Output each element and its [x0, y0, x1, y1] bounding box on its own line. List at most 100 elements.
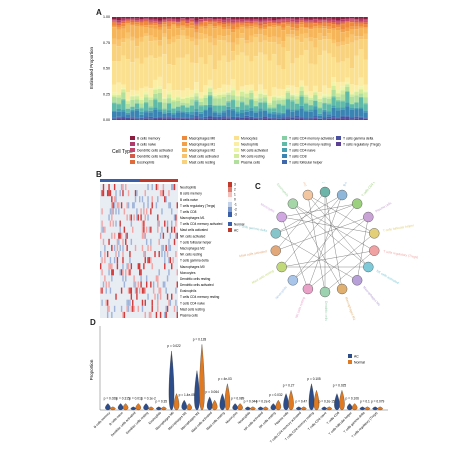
panel-b-row-label: Macrophages M0 [180, 265, 205, 269]
panel-a-bar-segment [267, 27, 272, 38]
panel-a-bar-segment [267, 117, 272, 119]
panel-b-heatmap-cell [151, 196, 153, 203]
panel-d-violin [250, 406, 256, 411]
panel-a-bar-segment [262, 89, 268, 94]
panel-a-bar-segment [249, 20, 254, 22]
panel-a-bar-segment [276, 118, 281, 120]
panel-a-bar-segment [198, 101, 204, 105]
panel-a-bar-segment [358, 27, 364, 37]
panel-a-bar-segment [281, 116, 286, 118]
panel-b-heatmap-cell [173, 226, 176, 233]
panel-b-heatmap-cell [140, 281, 142, 288]
panel-a-bar-segment [240, 119, 245, 120]
panel-b-heatmap-cell [136, 208, 138, 215]
panel-a-bar-segment [194, 111, 199, 116]
panel-b-heatmap-cell [105, 299, 107, 306]
panel-a-bar-segment [203, 116, 208, 119]
panel-b-heatmap-cell [125, 238, 127, 245]
panel-d-legend-swatch [348, 354, 352, 358]
panel-a-bar-segment [198, 113, 204, 118]
panel-a-bar-segment [230, 32, 236, 43]
panel-a-legend-swatch [130, 154, 135, 158]
panel-a-bar-segment [130, 117, 135, 119]
panel-a-bar-segment [258, 118, 263, 120]
panel-c-edge [281, 216, 375, 234]
panel-b-legend-color-step [228, 182, 232, 187]
panel-a-bar-segment [144, 117, 149, 119]
panel-a-legend-swatch [182, 160, 187, 164]
panel-b-heatmap-cell [145, 226, 148, 233]
panel-a-bar-segment [240, 52, 245, 87]
panel-b-heatmap-cell [136, 293, 138, 300]
panel-a-bar-segment [317, 118, 323, 120]
panel-a-bar-segment [157, 20, 163, 22]
panel-b-heatmap-cell [115, 196, 117, 203]
panel-a-bar-segment [317, 115, 323, 119]
panel-a-bar-segment [322, 19, 327, 21]
panel-a-bar-segment [116, 104, 121, 109]
panel-d-violin [288, 389, 294, 411]
panel-b-heatmap-cell [172, 257, 174, 264]
panel-b-legend-tick: -1 [234, 203, 237, 207]
panel-a-bar-segment [317, 27, 323, 34]
panel-b-heatmap-cell [111, 196, 113, 203]
panel-a-bar-segment [240, 19, 245, 21]
panel-b-heatmap-cell [150, 257, 152, 264]
panel-a-bar-segment [272, 54, 277, 88]
panel-a-bar-segment [171, 22, 176, 25]
panel-a-bar-segment [244, 115, 249, 118]
panel-a-bar-segment [217, 105, 222, 113]
panel-d-legend-label: Normal [354, 361, 365, 365]
panel-a-bar-segment [226, 18, 231, 20]
panel-b-heatmap-cell [102, 238, 105, 245]
panel-a-bar-segment [290, 21, 295, 23]
panel-a-bar-segment [185, 119, 190, 120]
panel-b-heatmap-cell [134, 244, 137, 251]
panel-a-bar-segment [267, 118, 272, 120]
panel-a-bar-segment [326, 103, 332, 105]
panel-a-bar-segment [253, 24, 259, 28]
panel-b-heatmap-cell [111, 269, 113, 276]
panel-a-bar-segment [144, 101, 149, 104]
panel-a-bar-segment [235, 117, 240, 119]
panel-d-pvalue: p = 0.2e-6 [256, 400, 271, 404]
panel-a-bar-segment [130, 18, 135, 20]
panel-c-edge [292, 216, 369, 281]
panel-a-bar-segment [299, 85, 304, 87]
panel-a-bar-segment [144, 27, 149, 34]
panel-a-bar-segment [180, 102, 185, 105]
panel-a-bar-segment [304, 38, 309, 51]
panel-b-heatmap-cell [143, 287, 145, 294]
panel-b-heatmap-cell [164, 281, 166, 288]
panel-d-violin [377, 406, 383, 411]
panel-a-bar-segment [354, 26, 359, 30]
panel-a-bar-segment [313, 27, 318, 39]
panel-a-bar-segment [162, 36, 167, 55]
panel-c-edge [324, 191, 343, 290]
panel-a-bar-segment [226, 92, 231, 95]
panel-a-bar-segment [276, 65, 281, 89]
panel-a-bar-segment [294, 57, 300, 88]
panel-b-heatmap-cell [111, 214, 113, 221]
panel-a-bar-segment [226, 91, 231, 93]
panel-b-row-label: Mast cells resting [180, 307, 205, 311]
panel-a-bar-segment [258, 117, 263, 119]
panel-a-bar-segment [317, 119, 323, 120]
panel-b-heatmap-cell [147, 257, 149, 264]
panel-a-bar-segment [294, 118, 300, 120]
panel-a-bar-segment [249, 108, 254, 111]
panel-a-bar-segment [130, 116, 135, 118]
panel-b-heatmap-cell [147, 202, 149, 209]
panel-c-node-label: Plasma cells [375, 201, 393, 214]
panel-a-bar-segment [281, 89, 286, 96]
panel-b-heatmap-cell [144, 251, 146, 258]
panel-a-bar-segment [308, 109, 313, 112]
panel-a-bar-segment [262, 93, 268, 95]
panel-b-heatmap-cell [172, 184, 174, 191]
panel-a-bar-segment [258, 17, 263, 20]
panel-a-bar-segment [331, 39, 336, 44]
panel-a-bar-segment [176, 94, 181, 98]
panel-a-bar-segment [162, 17, 167, 20]
panel-a-bar-segment [322, 26, 327, 29]
